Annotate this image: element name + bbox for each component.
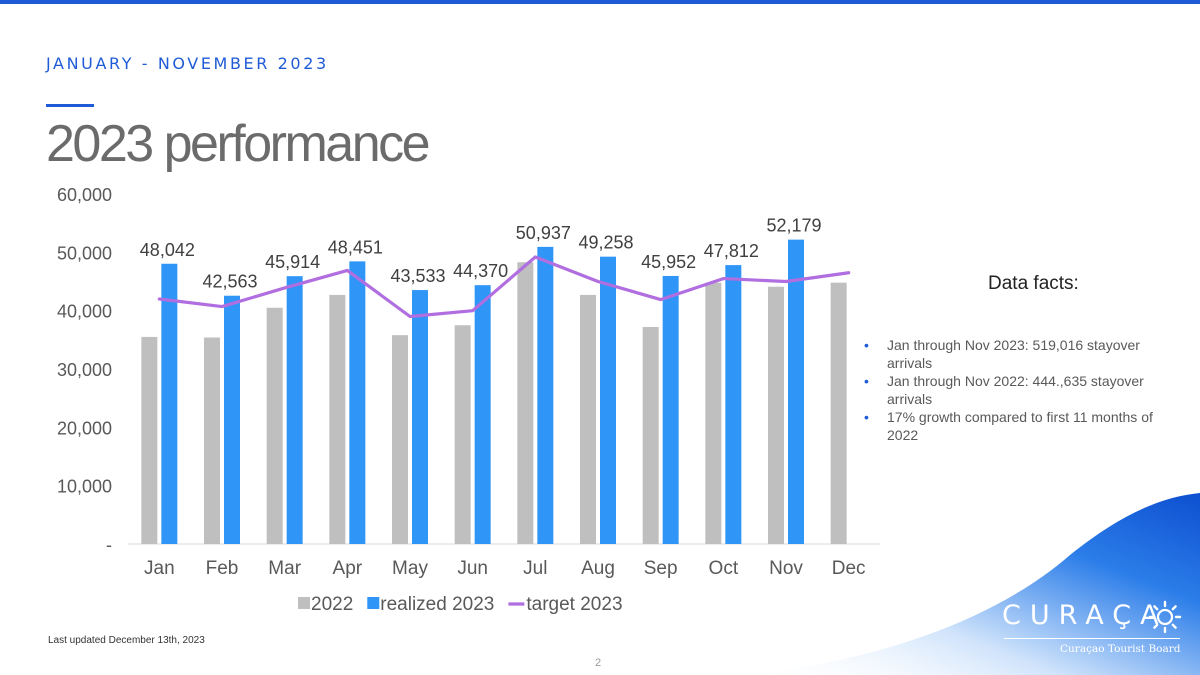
x-tick-label: Feb (206, 558, 239, 579)
logo-tagline: Curaçao Tourist Board (1060, 643, 1181, 655)
bar-realized-2023 (349, 261, 366, 544)
facts-heading: Data facts: (988, 273, 1079, 294)
x-tick-label: May (392, 558, 428, 579)
y-tick-label: 50,000 (57, 243, 112, 263)
legend-label: target 2023 (526, 594, 622, 615)
x-tick-label: Apr (333, 558, 363, 579)
fact-item: • 17% growth compared to first 11 months … (862, 408, 1182, 444)
x-tick-label: Dec (832, 558, 866, 579)
bar-realized-2023 (537, 246, 554, 544)
bullet-icon: • (864, 337, 869, 353)
logo-wordmark: CURAÇA (1002, 600, 1168, 631)
bar-realized-2023 (412, 290, 428, 544)
x-tick-label: Nov (769, 558, 803, 579)
bar-2022 (830, 282, 847, 544)
bar-2022 (517, 262, 534, 544)
bullet-icon: • (864, 373, 869, 389)
bar-2022 (454, 325, 471, 544)
slide-title: 2023 performance (46, 115, 431, 173)
corner-wave-decoration (740, 493, 1200, 675)
bar-2022 (580, 294, 596, 544)
fact-text: Jan through Nov 2023: 519,016 stayover a… (887, 337, 1140, 371)
facts-list: • Jan through Nov 2023: 519,016 stayover … (862, 336, 1182, 444)
legend-swatch (367, 597, 380, 609)
bullet-icon: • (864, 409, 869, 425)
bar-realized-2023 (788, 239, 804, 544)
y-tick-label: 10,000 (57, 477, 112, 497)
bar-realized-2023 (600, 256, 616, 544)
bar-realized-2023 (161, 263, 178, 544)
curacao-tourist-board-logo: CURAÇA Curaçao Tourist Board (1000, 598, 1185, 660)
y-tick-label: 60,000 (57, 185, 112, 205)
data-label: 48,042 (140, 240, 195, 260)
bar-2022 (392, 335, 408, 544)
fact-text: Jan through Nov 2022: 444.,635 stayover … (887, 373, 1144, 407)
series-line-target-2023 (157, 255, 851, 319)
page-number: 2 (595, 657, 602, 669)
data-label: 42,563 (202, 272, 257, 292)
sun-icon (1148, 600, 1182, 634)
y-tick-label: - (106, 535, 112, 555)
bar-2022 (642, 327, 659, 544)
fact-text: 17% growth compared to first 11 months o… (887, 409, 1153, 443)
data-label: 52,179 (766, 216, 821, 236)
logo-divider (1004, 638, 1180, 639)
fact-item: • Jan through Nov 2023: 519,016 stayover … (862, 336, 1182, 372)
data-label: 45,952 (641, 252, 696, 272)
bar-2022 (705, 282, 722, 544)
y-tick-label: 40,000 (57, 302, 112, 322)
bar-realized-2023 (662, 275, 679, 544)
title-accent-dash (46, 104, 94, 107)
bar-2022 (768, 286, 784, 544)
data-label: 45,914 (265, 252, 320, 272)
performance-chart: - 10,000 20,000 30,000 40,000 50,000 60,000 48,… (57, 185, 880, 615)
x-tick-label: Sep (644, 558, 678, 579)
slide-subtitle: JANUARY - NOVEMBER 2023 (46, 54, 329, 73)
x-tick-label: Oct (709, 558, 739, 579)
bar-realized-2023 (474, 285, 491, 544)
bar-2022 (204, 337, 220, 544)
bar-realized-2023 (286, 276, 303, 544)
y-tick-label: 30,000 (57, 360, 112, 380)
bar-realized-2023 (224, 295, 240, 544)
bar-2022 (141, 336, 158, 544)
x-tick-label: Aug (581, 558, 615, 579)
data-label: 43,533 (390, 266, 445, 286)
bar-2022 (329, 294, 346, 544)
data-label: 47,812 (704, 241, 759, 261)
data-label: 44,370 (453, 261, 508, 281)
data-label: 50,937 (516, 223, 571, 243)
x-tick-label: Jun (457, 558, 488, 579)
bar-realized-2023 (725, 265, 742, 544)
data-label: 49,258 (578, 233, 633, 253)
bar-2022 (266, 307, 283, 544)
data-label: 48,451 (328, 237, 383, 257)
x-tick-label: Jul (523, 558, 547, 579)
x-tick-label: Mar (268, 558, 301, 579)
legend-label: realized 2023 (380, 594, 494, 615)
fact-item: • Jan through Nov 2022: 444.,635 stayover… (862, 372, 1182, 408)
legend-label: 2022 (311, 594, 353, 615)
y-tick-label: 20,000 (57, 418, 112, 438)
last-updated-note: Last updated December 13th, 2023 (48, 635, 205, 646)
top-accent-rule (0, 0, 1200, 4)
x-tick-label: Jan (144, 558, 175, 579)
legend-swatch (298, 597, 310, 609)
